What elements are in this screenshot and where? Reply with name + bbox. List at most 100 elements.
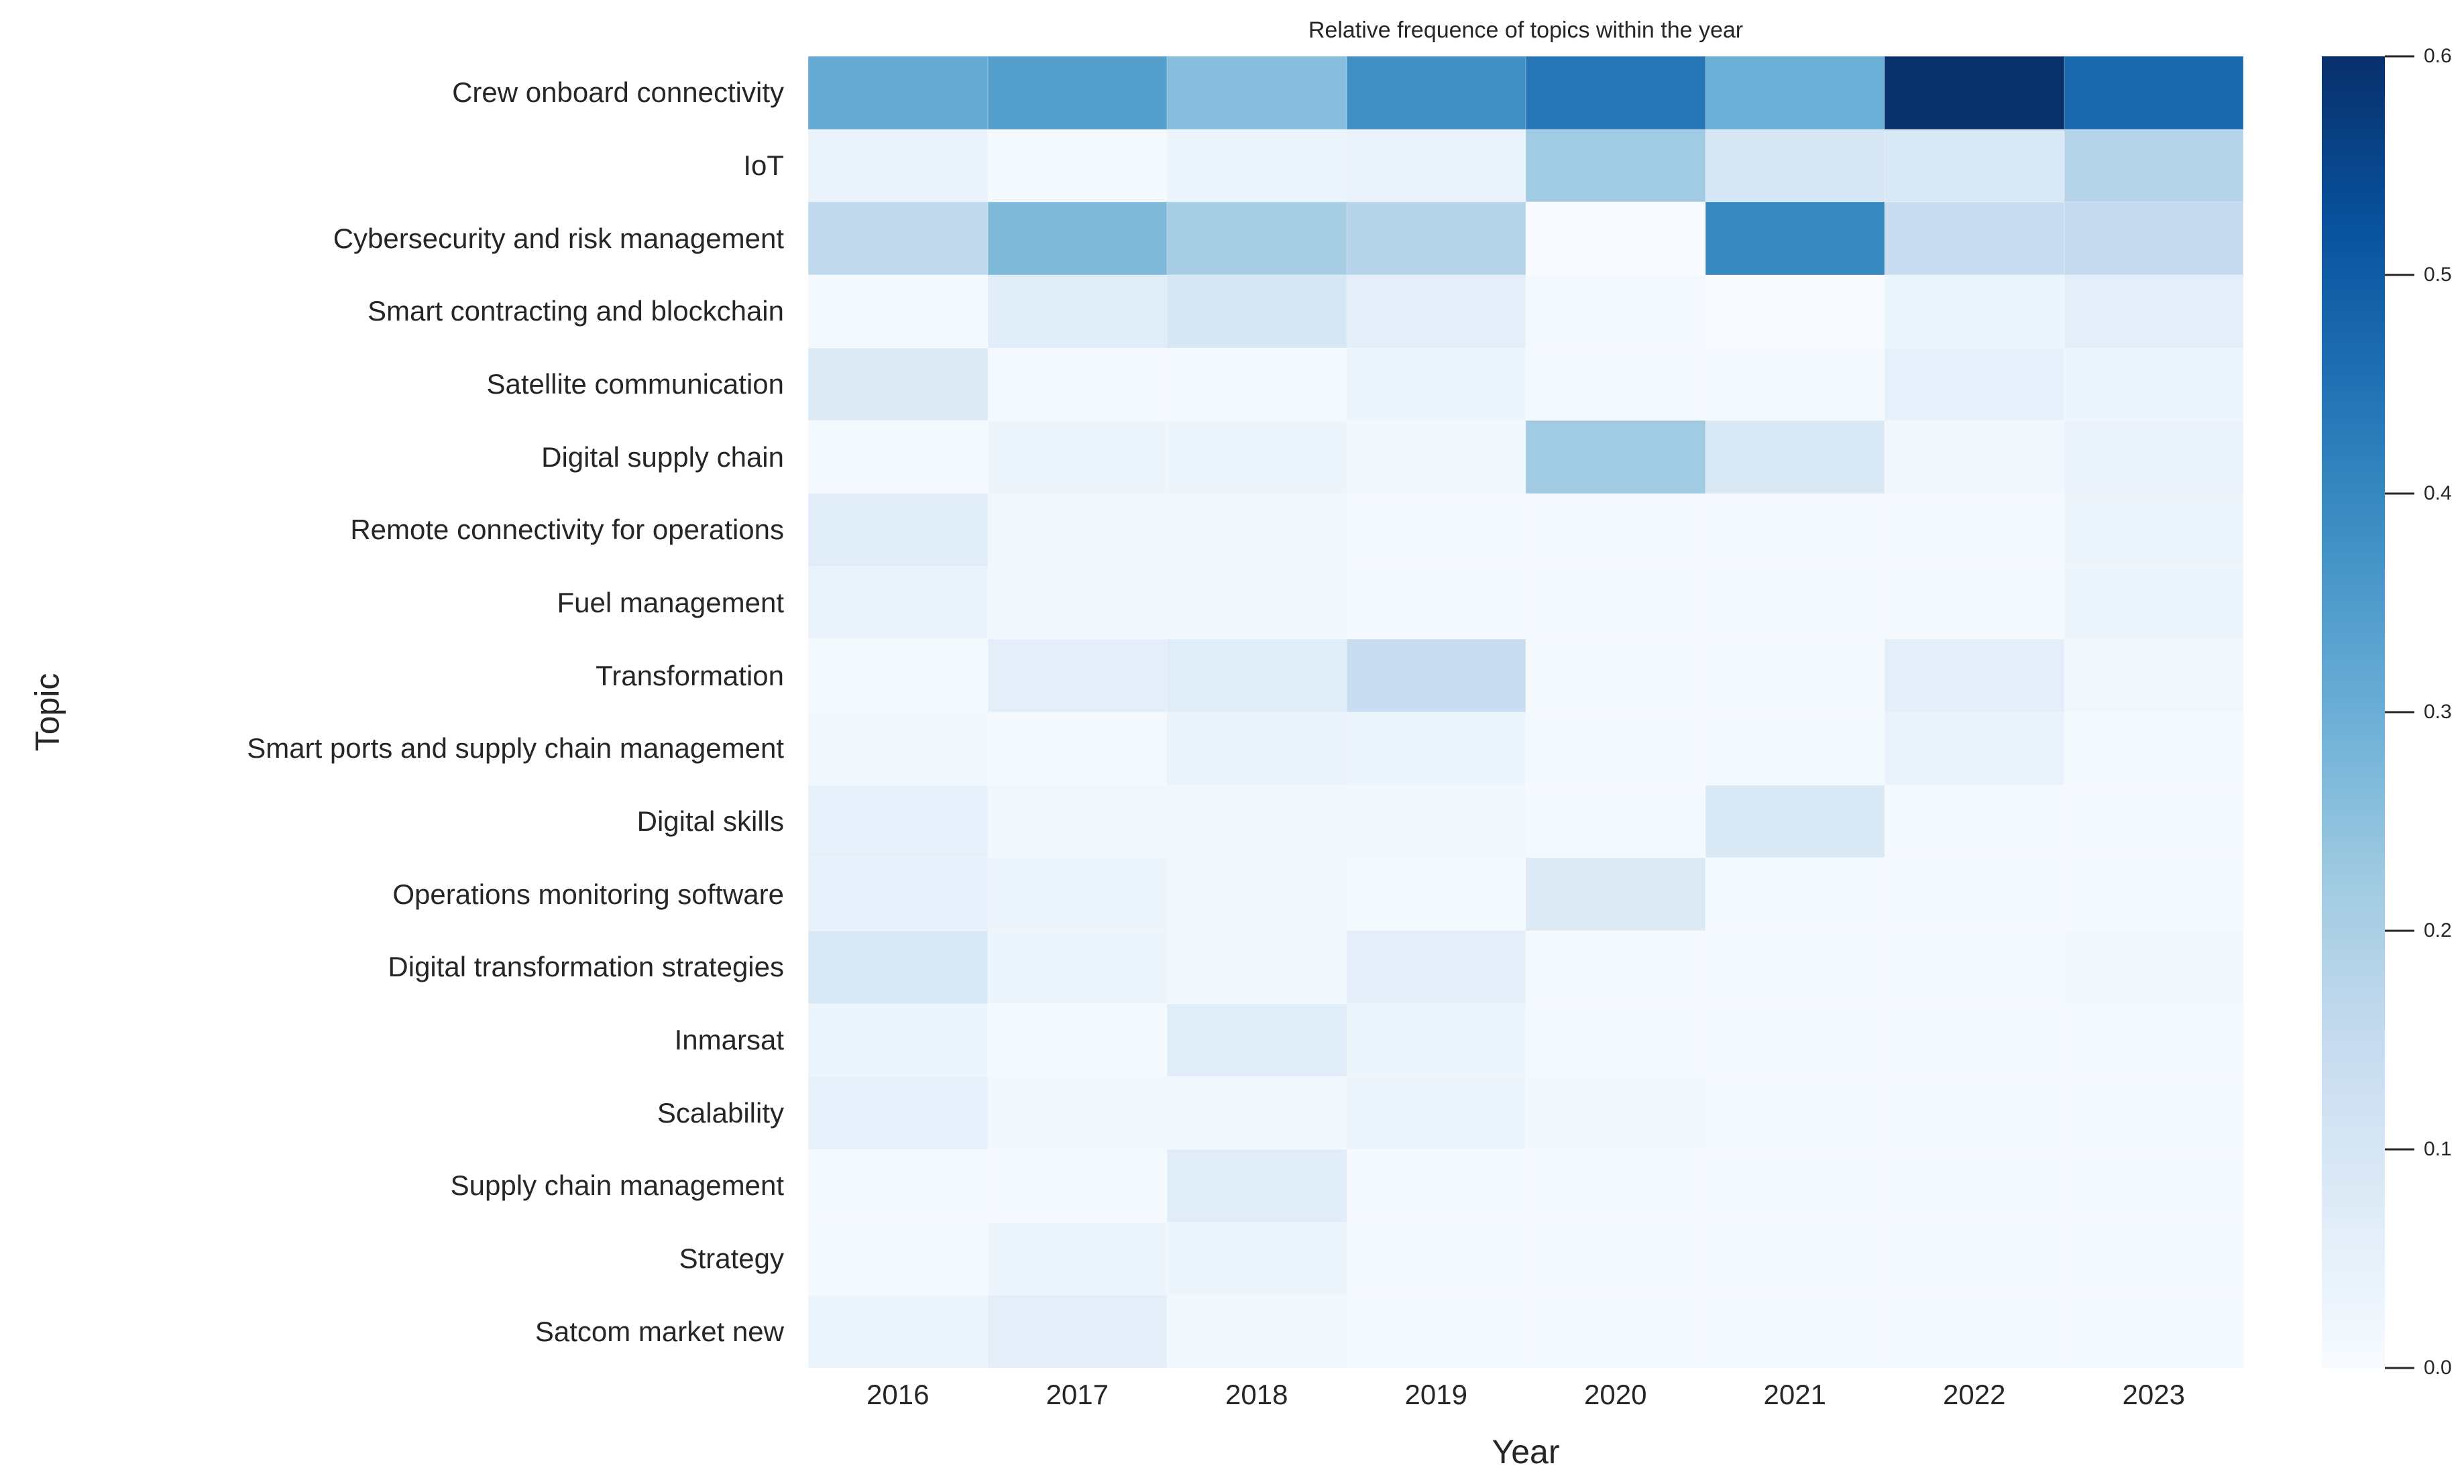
heatmap-cell bbox=[1705, 785, 1885, 858]
heatmap-cell bbox=[987, 711, 1167, 785]
heatmap-cell bbox=[1167, 493, 1347, 567]
heatmap-cell bbox=[2064, 1003, 2243, 1077]
x-tick-label: 2019 bbox=[1404, 1379, 1467, 1410]
heatmap-cell bbox=[808, 493, 988, 567]
heatmap-cell bbox=[1346, 858, 1526, 931]
heatmap-cell bbox=[808, 56, 988, 129]
heatmap-cell bbox=[1526, 1222, 1705, 1296]
heatmap-cell bbox=[1346, 1295, 1526, 1368]
heatmap-cell bbox=[1346, 711, 1526, 785]
heatmap-cell bbox=[1167, 930, 1347, 1004]
heatmap-cell bbox=[808, 129, 988, 203]
y-tick-label: Operations monitoring software bbox=[392, 878, 784, 910]
heatmap-cell bbox=[1885, 1003, 2064, 1077]
heatmap-cell bbox=[1346, 420, 1526, 494]
heatmap-cell bbox=[1705, 1076, 1885, 1149]
heatmap-cell bbox=[1167, 1076, 1347, 1149]
heatmap-cell bbox=[1167, 1295, 1347, 1368]
heatmap-cell bbox=[1346, 639, 1526, 712]
colorbar-tick-label: 0.2 bbox=[2424, 919, 2452, 941]
heatmap-cell bbox=[808, 1076, 988, 1149]
heatmap-cell bbox=[1346, 347, 1526, 421]
heatmap-cell bbox=[808, 711, 988, 785]
heatmap-cell bbox=[987, 1149, 1167, 1222]
y-tick-label: Remote connectivity for operations bbox=[350, 514, 784, 546]
heatmap-cell bbox=[1885, 420, 2064, 494]
heatmap-cell bbox=[1705, 711, 1885, 785]
heatmap-cell bbox=[1526, 1149, 1705, 1222]
heatmap-cell bbox=[1346, 930, 1526, 1004]
x-tick-label: 2016 bbox=[866, 1379, 930, 1410]
colorbar-tick-label: 0.5 bbox=[2424, 264, 2452, 286]
heatmap-cell bbox=[1346, 274, 1526, 348]
heatmap-cell bbox=[1526, 420, 1705, 494]
heatmap-cell bbox=[1705, 274, 1885, 348]
heatmap-cell bbox=[1705, 1222, 1885, 1296]
heatmap-cell bbox=[1167, 1222, 1347, 1296]
y-tick-label: Digital transformation strategies bbox=[388, 951, 784, 983]
heatmap-cell bbox=[1705, 858, 1885, 931]
heatmap-cell bbox=[1885, 1222, 2064, 1296]
heatmap-cell bbox=[1885, 493, 2064, 567]
colorbar-tick-label: 0.3 bbox=[2424, 701, 2452, 723]
heatmap-cell bbox=[808, 420, 988, 494]
x-tick-label: 2020 bbox=[1584, 1379, 1647, 1410]
heatmap-cell bbox=[1167, 1003, 1347, 1077]
heatmap-cell bbox=[1346, 493, 1526, 567]
heatmap-cell bbox=[1526, 639, 1705, 712]
heatmap-cell bbox=[1885, 347, 2064, 421]
heatmap-cell bbox=[808, 274, 988, 348]
heatmap-cell bbox=[1167, 347, 1347, 421]
heatmap-cell bbox=[1526, 1076, 1705, 1149]
heatmap-cell bbox=[808, 1222, 988, 1296]
heatmap-cell bbox=[1885, 785, 2064, 858]
heatmap-cell bbox=[1526, 347, 1705, 421]
heatmap-cell bbox=[2064, 566, 2243, 640]
heatmap-cell bbox=[2064, 420, 2243, 494]
heatmap-cell bbox=[808, 785, 988, 858]
colorbar-tick-mark bbox=[2385, 55, 2414, 58]
heatmap-cell bbox=[1705, 493, 1885, 567]
heatmap-cell bbox=[1167, 639, 1347, 712]
heatmap-cell bbox=[2064, 202, 2243, 275]
heatmap-cell bbox=[2064, 129, 2243, 203]
heatmap-cell bbox=[987, 566, 1167, 640]
heatmap-cell bbox=[2064, 274, 2243, 348]
heatmap-cell bbox=[1167, 785, 1347, 858]
x-tick-label: 2017 bbox=[1046, 1379, 1109, 1410]
heatmap-cell bbox=[1346, 1222, 1526, 1296]
heatmap-cell bbox=[1885, 56, 2064, 129]
colorbar-tick-label: 0.1 bbox=[2424, 1138, 2452, 1160]
y-tick-label: Cybersecurity and risk management bbox=[333, 222, 784, 254]
x-tick-label: 2018 bbox=[1225, 1379, 1288, 1410]
heatmap-cell bbox=[1885, 1149, 2064, 1222]
y-tick-label: Satellite communication bbox=[486, 368, 784, 400]
y-axis-label: Topic bbox=[28, 673, 66, 752]
heatmap-cell bbox=[1167, 274, 1347, 348]
y-tick-label: Inmarsat bbox=[674, 1024, 784, 1055]
heatmap-grid bbox=[808, 56, 2243, 1368]
colorbar-tick-mark bbox=[2385, 274, 2414, 276]
colorbar-tick-mark bbox=[2385, 492, 2414, 495]
heatmap-cell bbox=[1885, 202, 2064, 275]
heatmap-cell bbox=[987, 56, 1167, 129]
heatmap-cell bbox=[987, 129, 1167, 203]
heatmap-cell bbox=[1526, 493, 1705, 567]
heatmap-cell bbox=[1346, 202, 1526, 275]
y-tick-label: Smart ports and supply chain management bbox=[247, 732, 784, 764]
heatmap-cell bbox=[1705, 639, 1885, 712]
heatmap-cell bbox=[1526, 129, 1705, 203]
x-tick-label: 2023 bbox=[2122, 1379, 2185, 1410]
heatmap-cell bbox=[2064, 639, 2243, 712]
heatmap-cell bbox=[1167, 56, 1347, 129]
heatmap-cell bbox=[2064, 56, 2243, 129]
heatmap-cell bbox=[987, 1076, 1167, 1149]
heatmap-cell bbox=[1705, 347, 1885, 421]
heatmap-cell bbox=[1526, 566, 1705, 640]
heatmap-cell bbox=[808, 858, 988, 931]
heatmap-cell bbox=[1526, 1003, 1705, 1077]
heatmap-cell bbox=[808, 639, 988, 712]
heatmap-cell bbox=[1346, 1149, 1526, 1222]
heatmap-cell bbox=[1167, 566, 1347, 640]
